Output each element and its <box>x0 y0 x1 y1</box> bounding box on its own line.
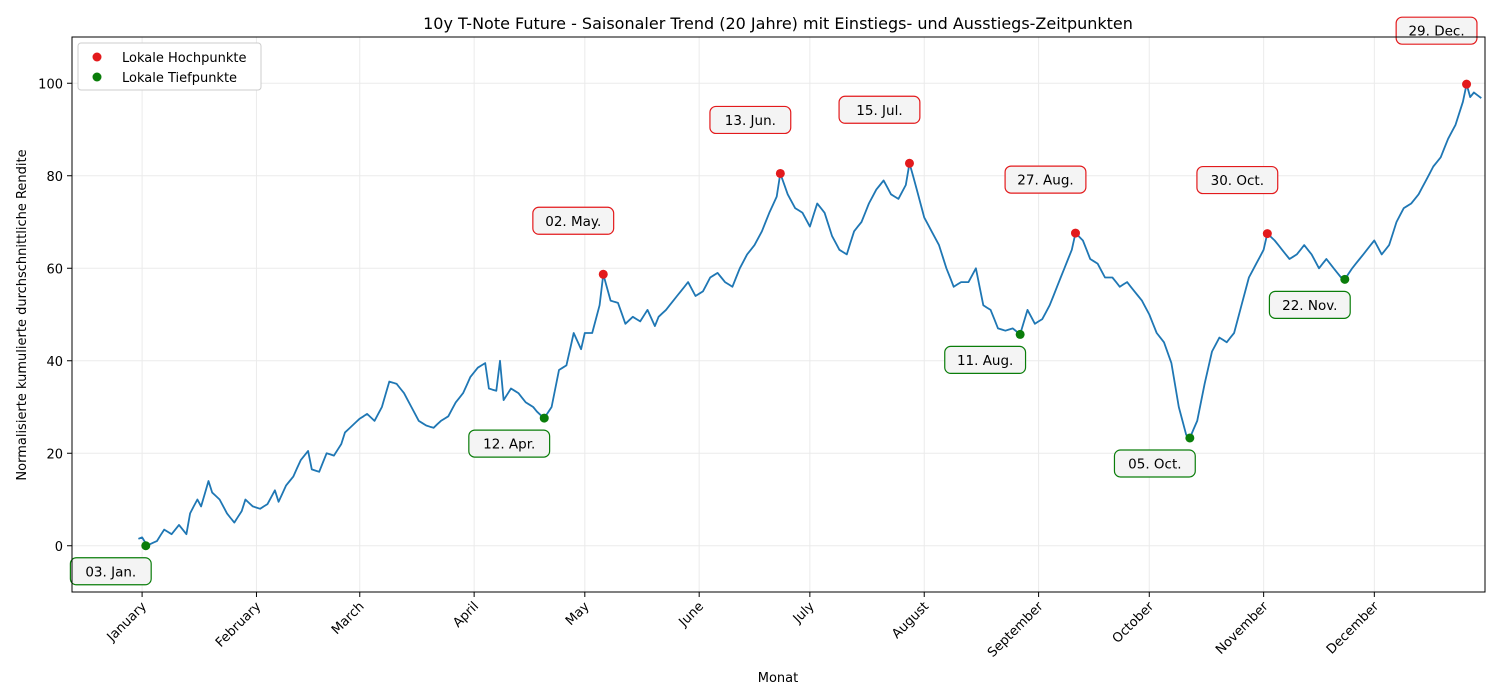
x-tick-label: March <box>329 599 368 638</box>
low-annotation-text: 22. Nov. <box>1282 298 1337 314</box>
low-annotation: 11. Aug. <box>944 345 1027 374</box>
low-annotation-box <box>69 557 152 586</box>
y-tick-label: 20 <box>46 447 63 462</box>
high-point <box>1262 229 1272 239</box>
high-annotation: 13. Jun. <box>709 105 792 135</box>
high-annotation: 27. Aug. <box>1004 165 1087 194</box>
legend-label: Lokale Hochpunkte <box>122 51 246 66</box>
low-annotation-text: 05. Oct. <box>1128 456 1181 472</box>
x-tick-label: June <box>676 599 707 630</box>
series-layer <box>138 83 1482 546</box>
x-tick-label: December <box>1324 599 1383 658</box>
high-annotation-text: 13. Jun. <box>725 113 776 129</box>
low-annotation-text: 11. Aug. <box>957 353 1013 369</box>
low-point <box>1185 433 1195 443</box>
high-annotation: 02. May. <box>532 206 615 235</box>
x-axis-label: Monat <box>758 671 798 686</box>
low-annotation: 12. Apr. <box>468 429 551 458</box>
high-annotation-box <box>709 105 792 135</box>
high-annotation: 15. Jul. <box>838 95 921 124</box>
y-tick-label: 100 <box>38 77 63 92</box>
legend-label: Lokale Tiefpunkte <box>122 71 237 86</box>
high-point <box>1070 228 1080 238</box>
x-tick-label: February <box>213 599 265 651</box>
x-tick-label: November <box>1213 599 1272 658</box>
x-tick-label: September <box>985 599 1047 661</box>
series-line <box>138 83 1482 546</box>
high-annotation-text: 02. May. <box>545 214 601 230</box>
low-point <box>1015 329 1025 339</box>
low-annotation-box <box>468 429 551 458</box>
high-point <box>598 269 608 279</box>
x-tick-label: January <box>104 599 150 645</box>
low-annotation-box <box>1113 449 1196 478</box>
legend-marker <box>92 72 102 82</box>
low-annotation-box <box>944 345 1027 374</box>
y-tick-label: 80 <box>46 170 63 185</box>
high-annotation-box <box>532 206 615 235</box>
y-tick-label: 40 <box>46 355 63 370</box>
high-annotation-text: 30. Oct. <box>1211 173 1264 189</box>
low-annotation: 22. Nov. <box>1268 290 1351 319</box>
x-tick-label: May <box>563 599 593 629</box>
low-annotation: 05. Oct. <box>1113 449 1196 478</box>
y-tick-label: 0 <box>55 540 63 555</box>
legend: Lokale Hochpunkte Lokale Tiefpunkte <box>77 42 262 91</box>
high-annotation-text: 15. Jul. <box>856 103 902 119</box>
low-annotation-box <box>1268 290 1351 319</box>
x-tick-label: October <box>1110 599 1158 647</box>
low-point <box>141 541 151 551</box>
legend-marker <box>92 52 102 62</box>
high-point <box>775 168 785 178</box>
y-axis-label: Normalisierte kumulierte durchschnittlic… <box>15 149 30 480</box>
low-point <box>1340 274 1350 284</box>
high-annotation-box <box>1196 165 1279 195</box>
high-annotation-text: 29. Dec. <box>1408 24 1464 40</box>
high-point <box>904 158 914 168</box>
low-annotation-text: 12. Apr. <box>483 437 535 453</box>
low-point <box>539 413 549 423</box>
chart-title: 10y T-Note Future - Saisonaler Trend (20… <box>423 14 1133 33</box>
high-point <box>1462 79 1472 89</box>
x-tick-label: August <box>889 599 932 642</box>
high-annotation-text: 27. Aug. <box>1017 173 1073 189</box>
y-tick-label: 60 <box>46 262 63 277</box>
marker-layer: 02. May. 13. Jun. 15. Jul. 27. Aug. 30. Oct.… <box>69 16 1478 586</box>
plot-frame <box>71 36 1486 593</box>
x-tick-label: April <box>450 599 482 631</box>
legend-box <box>77 42 262 91</box>
high-annotation-box <box>838 95 921 124</box>
high-annotation: 30. Oct. <box>1196 165 1279 195</box>
x-tick-label: July <box>790 599 818 627</box>
high-annotation-box <box>1004 165 1087 194</box>
low-annotation: 03. Jan. <box>69 557 152 586</box>
high-annotation: 29. Dec. <box>1395 16 1478 45</box>
low-annotation-text: 03. Jan. <box>85 564 136 580</box>
